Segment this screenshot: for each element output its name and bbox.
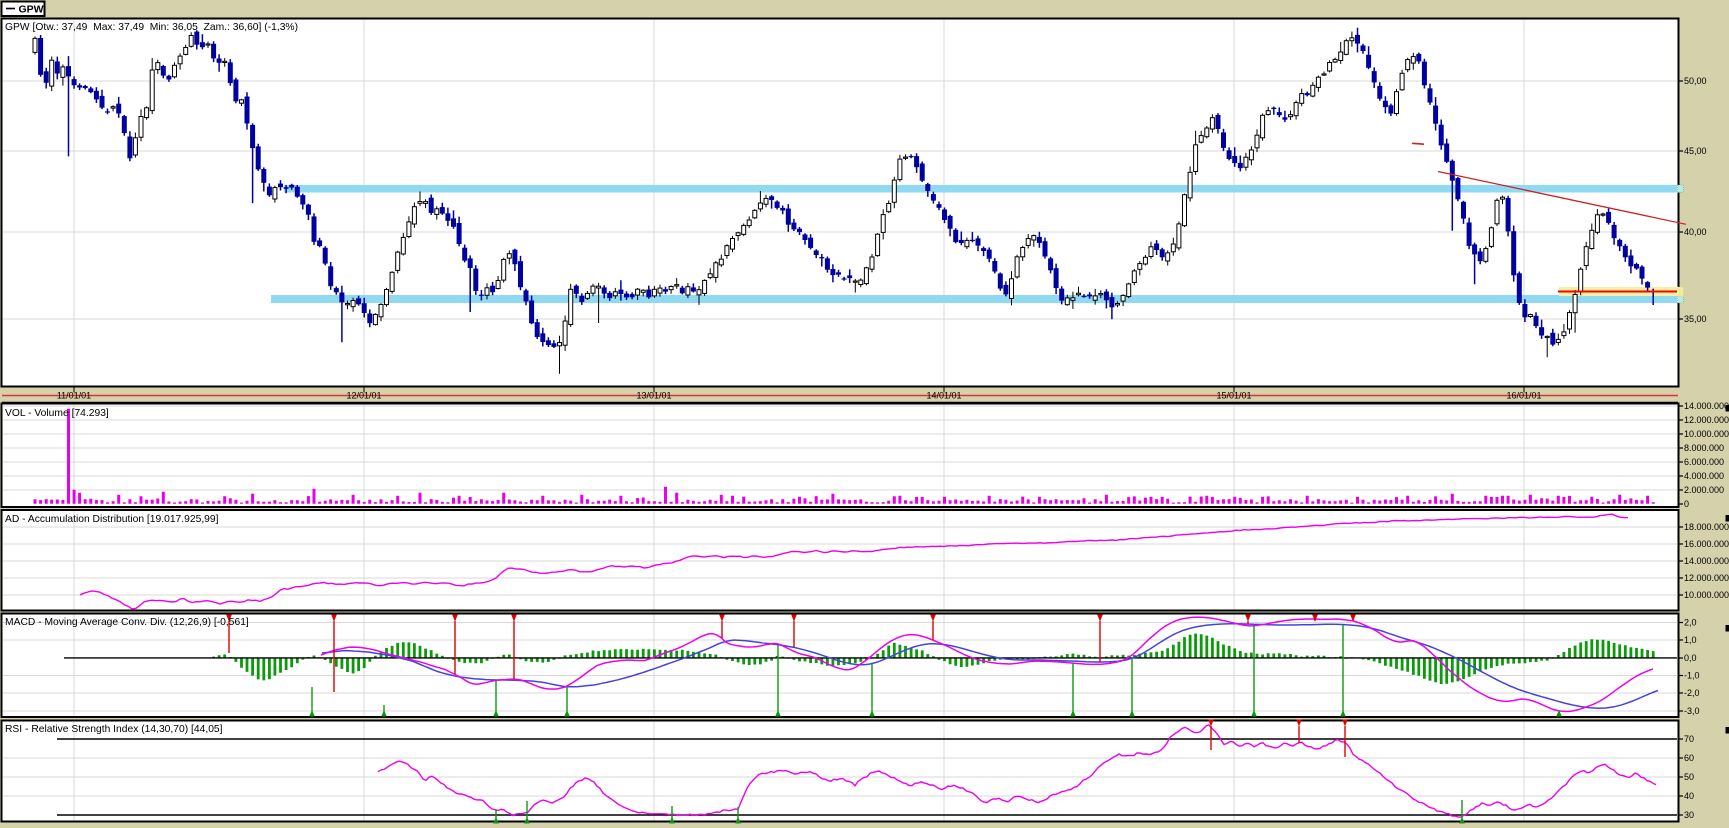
svg-text:-3,0: -3,0 <box>1684 706 1700 716</box>
svg-text:50,00: 50,00 <box>1684 76 1707 86</box>
svg-text:13/01/01: 13/01/01 <box>636 391 671 401</box>
svg-text:0,0: 0,0 <box>1684 653 1697 663</box>
svg-text:35,00: 35,00 <box>1684 314 1707 324</box>
svg-text:1,0: 1,0 <box>1684 635 1697 645</box>
svg-text:VOL - Volume [74.293]: VOL - Volume [74.293] <box>5 408 109 419</box>
svg-text:MACD - Moving Average Conv. Di: MACD - Moving Average Conv. Div. (12,26,… <box>5 617 249 628</box>
svg-text:10.000.000: 10.000.000 <box>1684 590 1729 600</box>
svg-text:4.000.000: 4.000.000 <box>1684 471 1724 481</box>
svg-text:-1,0: -1,0 <box>1684 671 1700 681</box>
svg-text:10.000.000: 10.000.000 <box>1684 429 1729 439</box>
svg-text:6.000.000: 6.000.000 <box>1684 457 1724 467</box>
svg-text:40: 40 <box>1684 791 1694 801</box>
svg-text:0: 0 <box>1684 499 1689 509</box>
svg-text:12.000.000: 12.000.000 <box>1684 415 1729 425</box>
svg-text:30: 30 <box>1684 810 1694 820</box>
svg-text:16.000.000: 16.000.000 <box>1684 539 1729 549</box>
svg-text:AD - Accumulation Distribution: AD - Accumulation Distribution [19.017.9… <box>5 514 219 525</box>
svg-text:15/01/01: 15/01/01 <box>1216 391 1251 401</box>
svg-text:-2,0: -2,0 <box>1684 688 1700 698</box>
svg-text:18.000.000: 18.000.000 <box>1684 522 1729 532</box>
svg-text:2.000.000: 2.000.000 <box>1684 485 1724 495</box>
svg-text:40,00: 40,00 <box>1684 227 1707 237</box>
svg-text:16/01/01: 16/01/01 <box>1506 391 1541 401</box>
svg-text:11/01/01: 11/01/01 <box>57 391 91 401</box>
svg-text:14/01/01: 14/01/01 <box>926 391 961 401</box>
svg-text:70: 70 <box>1684 734 1694 744</box>
svg-text:2,0: 2,0 <box>1684 618 1697 628</box>
svg-text:12/01/01: 12/01/01 <box>346 391 381 401</box>
svg-text:GPW [Otw.: 37,49 Max: 37,49: GPW [Otw.: 37,49 Max: 37,49 Min: 36,05 Z… <box>5 22 298 33</box>
svg-text:12.000.000: 12.000.000 <box>1684 573 1729 583</box>
svg-text:14.000.000: 14.000.000 <box>1684 556 1729 566</box>
svg-text:8.000.000: 8.000.000 <box>1684 443 1724 453</box>
svg-text:RSI - Relative Strength Index: RSI - Relative Strength Index (14,30,70)… <box>5 724 223 735</box>
svg-text:GPW: GPW <box>19 4 44 16</box>
svg-text:60: 60 <box>1684 753 1694 763</box>
svg-text:14.000.000: 14.000.000 <box>1684 401 1729 411</box>
svg-text:50: 50 <box>1684 772 1694 782</box>
svg-text:45,00: 45,00 <box>1684 146 1707 156</box>
